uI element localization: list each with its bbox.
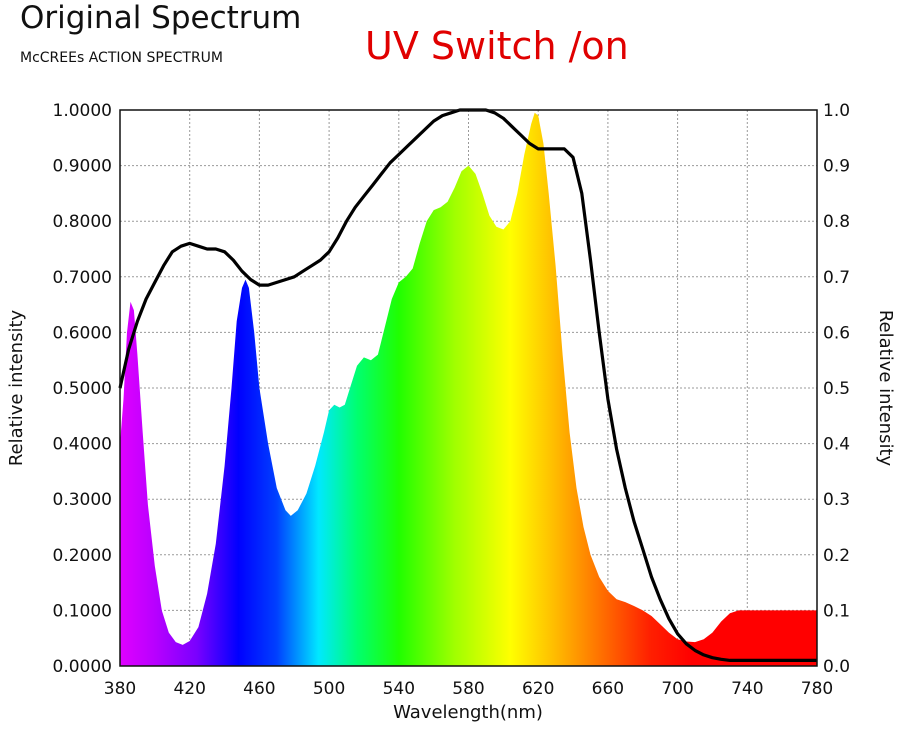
- left-y-tick-label: 0.8000: [53, 212, 112, 232]
- right-y-tick-label: 0.7: [823, 268, 850, 288]
- left-y-tick-label: 0.0000: [53, 657, 112, 677]
- right-y-tick-label: 0.2: [823, 546, 850, 566]
- x-tick-label: 780: [801, 679, 833, 699]
- left-y-tick-label: 0.7000: [53, 268, 112, 288]
- x-tick-label: 460: [243, 679, 275, 699]
- right-y-tick-label: 1.0: [823, 101, 850, 121]
- x-tick-label: 740: [731, 679, 763, 699]
- left-y-tick-label: 1.0000: [53, 101, 112, 121]
- left-y-tick-label: 0.5000: [53, 379, 112, 399]
- plot-frame: [119, 109, 818, 667]
- right-y-tick-label: 0.3: [823, 490, 850, 510]
- x-tick-label: 620: [522, 679, 554, 699]
- uv-switch-status-label: UV Switch /on: [365, 24, 629, 68]
- left-y-tick-label: 0.3000: [53, 490, 112, 510]
- x-tick-label: 700: [661, 679, 693, 699]
- right-y-tick-label: 0.8: [823, 212, 850, 232]
- x-tick-label: 380: [104, 679, 136, 699]
- right-y-tick-label: 0.9: [823, 157, 850, 177]
- right-y-tick-label: 0.6: [823, 323, 850, 343]
- left-y-tick-label: 0.9000: [53, 157, 112, 177]
- x-tick-label: 420: [173, 679, 205, 699]
- left-y-tick-label: 0.4000: [53, 435, 112, 455]
- chart-subtitle: McCREEs ACTION SPECTRUM: [20, 50, 223, 66]
- left-y-axis-ticks: 0.0000 0.1000 0.2000 0.3000 0.4000 0.5000 0.60…: [53, 101, 112, 677]
- action-spectrum-line: [118, 108, 817, 662]
- x-tick-label: 580: [452, 679, 484, 699]
- x-tick-label: 660: [592, 679, 624, 699]
- x-tick-label: 540: [383, 679, 415, 699]
- chart-title: Original Spectrum: [20, 0, 302, 36]
- left-y-tick-label: 0.1000: [53, 601, 112, 621]
- right-y-tick-label: 0.5: [823, 379, 850, 399]
- left-y-tick-label: 0.6000: [53, 323, 112, 343]
- right-y-axis-label: Relative intensity: [875, 310, 896, 467]
- right-y-tick-label: 0.0: [823, 657, 850, 677]
- left-y-tick-label: 0.2000: [53, 546, 112, 566]
- left-y-axis-label: Relative intensity: [6, 309, 27, 466]
- x-tick-label: 500: [313, 679, 345, 699]
- spectrum-fill-area: [120, 112, 817, 667]
- right-y-axis-ticks: 0.0 0.1 0.2 0.3 0.4 0.5 0.6 0.7 0.8 0.9 1.0: [823, 101, 850, 677]
- right-y-tick-label: 0.4: [823, 435, 850, 455]
- x-axis-ticks: 380 420 460 500 540 580 620 660 700 740 780: [104, 679, 833, 699]
- x-axis-label: Wavelength(nm): [393, 702, 543, 723]
- right-y-tick-label: 0.1: [823, 601, 850, 621]
